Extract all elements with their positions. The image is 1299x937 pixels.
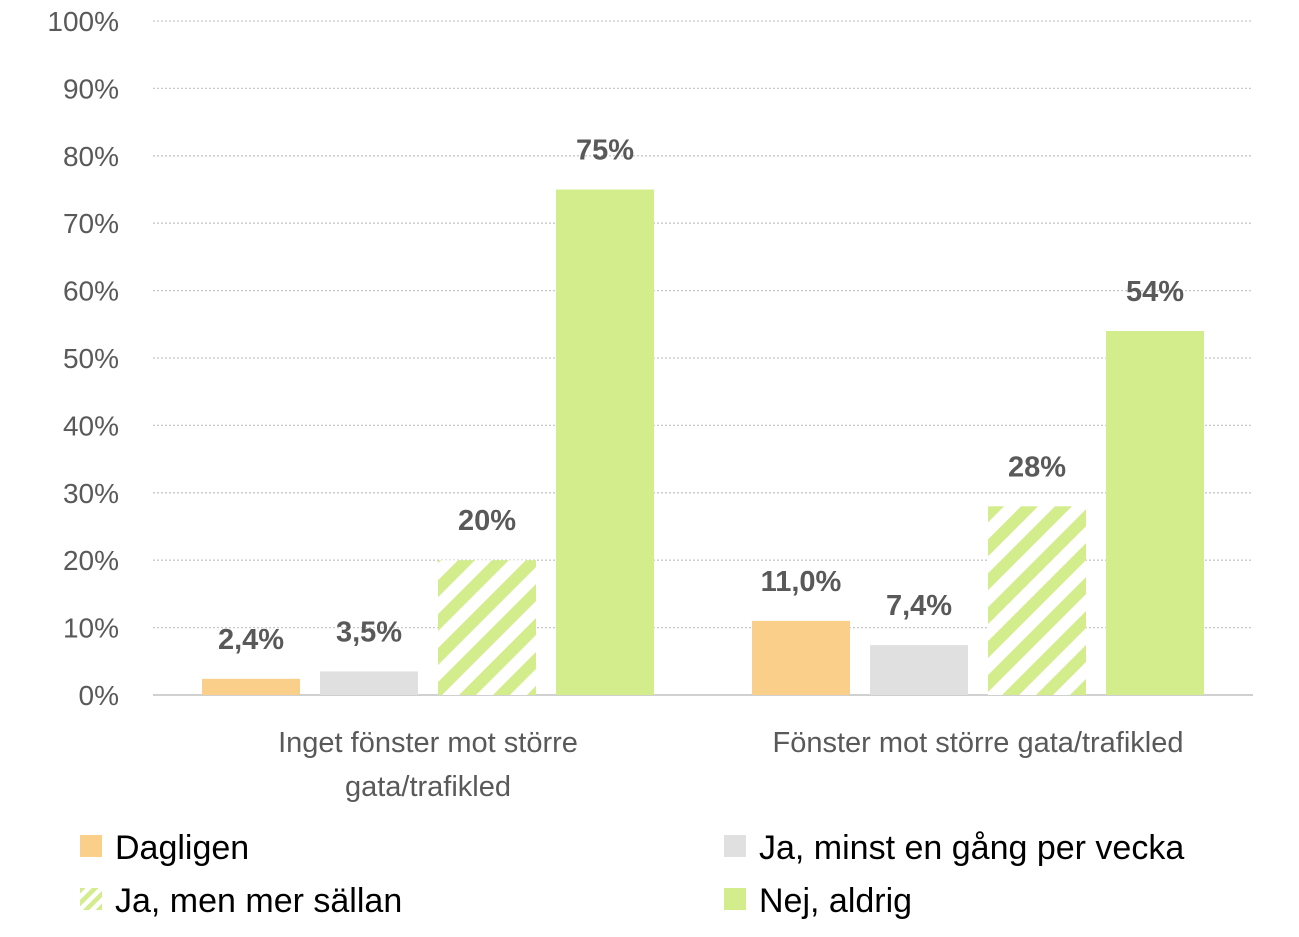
y-tick-label: 100% <box>47 6 119 37</box>
data-label: 28% <box>1008 451 1066 483</box>
legend-label: Dagligen <box>115 829 249 867</box>
gridlines <box>153 20 1253 696</box>
x-axis-category-labels: Inget fönster mot större gata/trafikled Fö… <box>278 727 1183 803</box>
x-category-label: Fönster mot större gata/trafikled <box>773 727 1184 759</box>
y-tick-label: 10% <box>63 613 119 644</box>
legend-label: Ja, minst en gång per vecka <box>759 829 1184 867</box>
bar <box>556 189 654 695</box>
bars <box>202 189 1204 695</box>
y-tick-label: 40% <box>63 410 119 441</box>
legend-swatch <box>724 888 746 910</box>
y-tick-label: 0% <box>79 680 119 711</box>
legend-item: Ja, men mer sällan <box>80 882 402 920</box>
bar <box>752 620 850 695</box>
y-tick-label: 90% <box>63 73 119 104</box>
bar <box>202 678 300 695</box>
legend-item: Ja, minst en gång per vecka <box>724 829 1184 867</box>
data-label: 75% <box>576 135 634 167</box>
bar <box>438 560 536 695</box>
bar <box>988 506 1086 695</box>
legend-swatch <box>80 835 102 857</box>
data-label: 7,4% <box>886 590 952 622</box>
y-tick-label: 30% <box>63 478 119 509</box>
data-label: 2,4% <box>218 624 284 656</box>
bar <box>870 645 968 695</box>
legend-item: Nej, aldrig <box>724 882 912 920</box>
bar <box>1106 331 1204 695</box>
legend-swatch <box>80 888 102 910</box>
y-tick-label: 70% <box>63 208 119 239</box>
data-label: 11,0% <box>761 566 842 598</box>
y-tick-label: 50% <box>63 343 119 374</box>
data-label: 54% <box>1126 276 1184 308</box>
legend: Dagligen Ja, minst en gång per vecka Ja, m… <box>80 829 1184 920</box>
legend-label: Nej, aldrig <box>759 882 912 920</box>
legend-label: Ja, men mer sällan <box>115 882 402 920</box>
legend-swatch <box>724 835 746 857</box>
data-label: 20% <box>458 505 516 537</box>
y-tick-label: 80% <box>63 141 119 172</box>
data-labels: 2,4% 3,5% 20% 75% 11,0% 7,4% 28% 54% <box>218 135 1184 656</box>
bar <box>320 671 418 695</box>
data-label: 3,5% <box>336 616 402 648</box>
x-category-label: Inget fönster mot större gata/trafikled <box>278 727 578 803</box>
y-axis-tick-labels: 0% 10% 20% 30% 40% 50% 60% 70% 80% 90% 100% <box>47 6 119 711</box>
legend-item: Dagligen <box>80 829 249 867</box>
y-tick-label: 20% <box>63 545 119 576</box>
y-tick-label: 60% <box>63 276 119 307</box>
